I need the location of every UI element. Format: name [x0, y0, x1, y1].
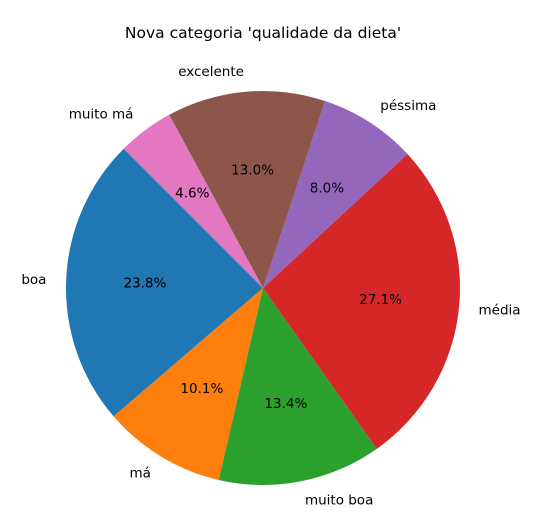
pie-slice-muito-ma — [123, 114, 263, 288]
chart-title: Nova categoria 'qualidade da dieta' — [125, 24, 401, 42]
pie-slice-excelente — [169, 91, 326, 288]
slice-label-ma: má — [130, 465, 151, 481]
slice-label-muito-boa: muito boa — [305, 493, 373, 509]
slice-label-muito-ma: muito má — [69, 106, 134, 122]
pie-labels: 23.8% boa 10.1% má 13.4% muito boa 27.1% média 8… — [21, 64, 520, 508]
pie-slice-media — [263, 154, 461, 449]
pct-label-muito-ma: 4.6% — [175, 185, 209, 201]
pct-label-muito-boa: 13.4% — [264, 396, 307, 412]
pie-slice-pessima — [263, 101, 408, 288]
pct-label-pessima: 8.0% — [310, 181, 344, 197]
slice-label-excelente: excelente — [178, 64, 244, 80]
pct-label-media: 27.1% — [359, 292, 402, 308]
pie-slice-boa — [65, 148, 263, 417]
pct-label-excelente: 13.0% — [231, 162, 274, 178]
pie-slice-ma — [113, 288, 264, 480]
pie-slice-muito-boa — [218, 288, 377, 485]
pct-label-ma: 10.1% — [180, 381, 223, 397]
slice-label-boa: boa — [21, 272, 46, 288]
pct-label-boa: 23.8% — [123, 276, 166, 292]
pie-slices — [65, 91, 461, 485]
slice-label-pessima: péssima — [380, 98, 436, 114]
slice-label-media: média — [479, 302, 521, 318]
